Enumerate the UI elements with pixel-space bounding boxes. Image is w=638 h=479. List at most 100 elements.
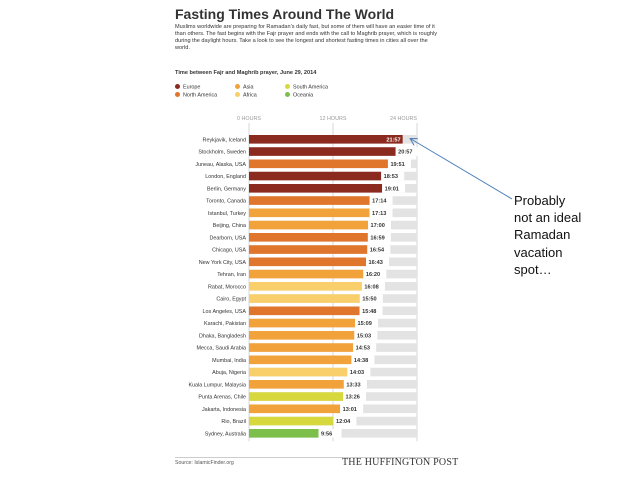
bar-city-label: Reykjavik, Iceland — [203, 137, 246, 143]
axis-tick-label: 12 HOURS — [320, 116, 347, 122]
bar-value-label: 14:53 — [356, 346, 370, 352]
value-label-box — [381, 171, 405, 181]
bar-value-label: 12:04 — [336, 419, 351, 425]
bar-city-label: Istanbul, Turkey — [208, 211, 246, 217]
bar — [249, 196, 370, 205]
legend-swatch — [175, 84, 180, 89]
value-label-box — [363, 269, 387, 279]
legend-label: North America — [183, 92, 218, 99]
bar-value-label: 9:56 — [321, 431, 332, 437]
callout-line: not an ideal — [514, 210, 582, 226]
bar-value-label: 16:54 — [370, 248, 385, 254]
value-label-box — [359, 306, 383, 316]
bar-city-label: Dhaka, Bangladesh — [199, 333, 246, 339]
bar-city-label: New York City, USA — [199, 260, 247, 266]
bar — [249, 282, 362, 291]
bar-value-label: 15:48 — [362, 309, 376, 315]
bar-value-label: 17:00 — [371, 223, 385, 229]
bar — [249, 147, 396, 156]
legend-item: Oceania — [285, 92, 313, 100]
bar-city-label: Rabat, Morocco — [208, 284, 246, 290]
bar-chart: 0 HOURS 12 HOURS 24 HOURS Reykjavik, Icelan… — [188, 116, 419, 442]
bar-value-label: 21:57 — [386, 137, 400, 143]
bar-city-label: Beijing, China — [213, 223, 246, 229]
bar — [249, 184, 383, 193]
bar-value-label: 16:08 — [364, 284, 378, 290]
legend-item: North America — [175, 92, 217, 100]
legend-swatch — [235, 92, 240, 97]
bar — [249, 171, 382, 181]
bar-city-label: Jakarta, Indonesia — [202, 407, 246, 413]
bar — [249, 208, 370, 218]
value-label-box — [318, 429, 342, 438]
bar-city-label: Punta Arenas, Chile — [198, 395, 246, 401]
bar-value-label: 15:03 — [357, 333, 371, 339]
bar-value-label: 19:51 — [390, 162, 404, 168]
footer-divider — [175, 457, 440, 458]
bar — [249, 135, 403, 144]
bar-city-label: Cairo, Egypt — [216, 297, 246, 303]
bar-value-label: 13:01 — [343, 407, 357, 413]
value-label-box — [347, 367, 371, 377]
chart-subtitle: Time between Fajr and Maghrib prayer, Ju… — [175, 70, 317, 76]
publisher-logo: THE HUFFINGTON POST — [342, 457, 459, 468]
bar-value-label: 15:50 — [362, 297, 376, 303]
bar-value-label: 16:59 — [370, 235, 384, 241]
callout-text: Probably not an ideal Ramadan vacation s… — [514, 192, 634, 278]
legend: Europe North America Asia Africa South Ameri… — [175, 84, 375, 106]
bar — [249, 404, 341, 414]
bar-city-label: Chicago, USA — [212, 248, 246, 254]
value-label-box — [359, 294, 383, 303]
bar-city-label: Juneau, Alaska, USA — [195, 162, 246, 168]
bar — [249, 269, 364, 279]
source-note: Source: IslamicFinder.org — [175, 460, 234, 466]
value-label-box — [355, 318, 379, 328]
bar — [249, 159, 388, 169]
value-label-box — [368, 220, 391, 230]
value-label-box — [343, 380, 367, 389]
value-label-box — [351, 355, 375, 365]
bar-city-label: Abuja, Nigeria — [212, 370, 246, 376]
chart-title: Fasting Times Around The World — [175, 6, 395, 22]
value-label-box — [369, 208, 393, 218]
callout-line: Ramadan — [514, 227, 571, 243]
bar-city-label: Karachi, Pakistan — [204, 321, 246, 327]
bar — [249, 355, 352, 365]
legend-label: Asia — [243, 84, 254, 91]
legend-swatch — [285, 84, 290, 89]
bar — [249, 331, 355, 340]
value-label-box — [387, 159, 411, 169]
legend-item: Europe — [175, 84, 200, 92]
bar-city-label: Dearborn, USA — [209, 235, 246, 241]
legend-item: Africa — [235, 92, 257, 100]
legend-item: Asia — [235, 84, 254, 92]
bar-value-label: 18:53 — [384, 174, 398, 180]
bar-value-label: 16:20 — [366, 272, 380, 278]
value-label-box — [366, 257, 390, 267]
value-label-box — [361, 282, 385, 291]
bar-city-label: Mumbai, India — [212, 358, 246, 364]
bar-value-label: 13:26 — [346, 395, 360, 401]
legend-swatch — [235, 84, 240, 89]
bar — [249, 318, 356, 328]
bar — [249, 306, 360, 316]
callout-line: spot… — [514, 261, 552, 277]
infographic: Fasting Times Around The World Muslims w… — [165, 0, 458, 479]
bar-city-label: Stockholm, Sweden — [198, 150, 246, 156]
legend-label: Africa — [243, 92, 257, 99]
bar-value-label: 16:43 — [369, 260, 383, 266]
bar-city-label: Kuala Lumpur, Malaysia — [188, 382, 246, 388]
bar-city-label: Rio, Brazil — [221, 419, 246, 425]
value-label-box — [367, 245, 391, 254]
bar-city-label: Mecca, Saudi Arabia — [197, 346, 246, 352]
value-label-box — [354, 331, 378, 340]
value-label-box — [353, 343, 377, 352]
value-label-box — [382, 184, 406, 193]
value-label-box — [367, 233, 391, 242]
legend-swatch — [285, 92, 290, 97]
bar — [249, 367, 348, 377]
bar — [249, 220, 368, 230]
bar-city-label: Toronto, Canada — [206, 199, 246, 205]
bar-value-label: 13:33 — [346, 382, 360, 388]
bar-city-label: London, England — [205, 174, 246, 180]
